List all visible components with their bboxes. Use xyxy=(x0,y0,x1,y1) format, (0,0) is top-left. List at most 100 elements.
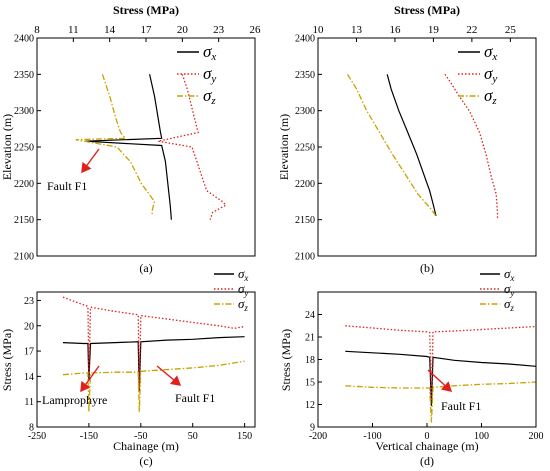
y-tick-label: 2300 xyxy=(14,106,34,117)
x-axis-label-b: Stress (MPa) xyxy=(394,3,460,17)
y-tick-label: 2100 xyxy=(14,252,34,263)
y-tick-label: 2300 xyxy=(295,106,315,117)
y-axis-label-c: Stress (MPa) xyxy=(0,329,14,391)
fault-f1-arrow-c xyxy=(156,365,182,386)
x-tick-label: -100 xyxy=(363,431,381,442)
y-tick-label: 2150 xyxy=(14,215,34,226)
chart-panel-c: -250 -150 -50 50 150 8 11 14 17 20 23 Chainage (m)… xyxy=(0,266,256,468)
x-tick-label: 19 xyxy=(428,24,440,36)
series-line-sigma-x xyxy=(85,74,172,220)
lamprophyre-label-c: Lamprophyre xyxy=(42,393,107,407)
series-line-sigma-y xyxy=(444,73,499,220)
x-tick-label: 10 xyxy=(313,24,325,36)
legend-label: σy xyxy=(484,64,497,85)
panel-label-b: (b) xyxy=(420,261,434,275)
y-tick-label: 20 xyxy=(24,321,34,332)
y-tick-label: 2250 xyxy=(295,143,315,154)
x-tick-label: 17 xyxy=(141,24,153,36)
lamprophyre-callout-c: Lamprophyre xyxy=(42,365,107,407)
x-tick-label: 8 xyxy=(34,24,40,36)
series-line-sigma-z xyxy=(346,73,437,217)
y-tick-label: 24 xyxy=(305,310,315,321)
series-line-sigma-y xyxy=(62,296,245,390)
y-tick-label: 2350 xyxy=(14,70,34,81)
x-tick-label: -150 xyxy=(80,431,98,442)
x-tick-label: 13 xyxy=(351,24,363,36)
series-line-sigma-z xyxy=(62,360,245,412)
y-tick-label: 18 xyxy=(305,355,315,366)
panel-label-c: (c) xyxy=(139,454,152,468)
x-tick-label: 150 xyxy=(237,431,252,442)
series-line-sigma-z xyxy=(75,74,156,216)
x-tick-label: 22 xyxy=(466,24,477,36)
y-tick-label: 2150 xyxy=(295,215,315,226)
y-tick-label: 9 xyxy=(310,423,315,434)
plot-frame-c xyxy=(36,291,256,428)
chart-panel-d: -200 -100 0 100 200 9 12 15 18 21 24 Vertical chai… xyxy=(279,266,544,468)
panel-label-a: (a) xyxy=(139,261,152,275)
legend-label: σz xyxy=(203,86,216,107)
fault-f1-arrow-a xyxy=(81,148,100,174)
lamprophyre-arrow-c xyxy=(80,365,100,393)
legend-label: σz xyxy=(238,296,248,313)
x-tick-label: -200 xyxy=(309,431,327,442)
panel-label-d: (d) xyxy=(420,454,434,468)
x-tick-label: 25 xyxy=(505,24,517,36)
fault-f1-callout-d: Fault F1 xyxy=(427,369,481,413)
plot-frame-b xyxy=(317,37,537,257)
x-tick-label: 200 xyxy=(529,431,544,442)
series-line-sigma-z xyxy=(345,381,537,423)
fault-f1-label-d: Fault F1 xyxy=(441,399,481,413)
legend-label: σx xyxy=(484,42,497,63)
y-tick-label: 15 xyxy=(305,378,315,389)
x-tick-label: 14 xyxy=(104,24,116,36)
legend-label: σx xyxy=(203,42,216,63)
y-tick-label: 17 xyxy=(24,347,34,358)
y-tick-label: 23 xyxy=(24,296,34,307)
legend-label: σz xyxy=(504,296,514,313)
y-tick-label: 2100 xyxy=(295,252,315,263)
fault-f1-label-a: Fault F1 xyxy=(47,179,87,193)
fault-f1-callout-a: Fault F1 xyxy=(47,148,100,193)
y-tick-label: 2250 xyxy=(14,143,34,154)
legend-label: σy xyxy=(504,281,514,298)
plot-frame-d xyxy=(317,291,537,428)
fault-f1-callout-c: Fault F1 xyxy=(156,365,215,405)
legend-label: σx xyxy=(504,266,514,283)
x-tick-label: 23 xyxy=(213,24,225,36)
x-axis-label-d: Vertical chainage (m) xyxy=(375,439,478,453)
fault-f1-arrow-d xyxy=(427,369,453,392)
y-axis-label-b: Elevation (m) xyxy=(277,114,291,180)
x-tick-label: -250 xyxy=(28,431,46,442)
x-tick-label: 20 xyxy=(177,24,189,36)
y-tick-label: 8 xyxy=(29,423,34,434)
legend-label: σy xyxy=(203,64,216,85)
plot-frame-a xyxy=(36,37,256,257)
x-axis-label-c: Chainage (m) xyxy=(113,439,179,453)
x-tick-label: -50 xyxy=(134,431,147,442)
x-tick-label: 0 xyxy=(425,431,430,442)
y-tick-label: 2400 xyxy=(295,34,315,45)
y-axis-label-a: Elevation (m) xyxy=(0,114,14,180)
x-axis-label-a: Stress (MPa) xyxy=(113,3,179,17)
x-tick-label: 16 xyxy=(389,24,401,36)
y-tick-label: 12 xyxy=(305,400,315,411)
y-tick-label: 14 xyxy=(24,372,34,383)
y-tick-label: 2200 xyxy=(14,179,34,190)
series-line-sigma-x xyxy=(345,350,537,407)
x-tick-label: 100 xyxy=(474,431,489,442)
legend-label: σx xyxy=(238,266,248,283)
legend-label: σy xyxy=(238,281,248,298)
y-tick-label: 2400 xyxy=(14,34,34,45)
y-tick-label: 21 xyxy=(305,333,315,344)
series-line-sigma-y xyxy=(345,325,537,401)
chart-panel-b: 10 13 16 19 22 25 2100 2150 2200 2250 2300 2350 2400… xyxy=(277,3,537,275)
y-tick-label: 2350 xyxy=(295,70,315,81)
y-axis-label-d: Stress (MPa) xyxy=(279,329,293,391)
series-line-sigma-x xyxy=(386,74,437,217)
legend-label: σz xyxy=(484,86,497,107)
y-tick-label: 11 xyxy=(24,397,34,408)
